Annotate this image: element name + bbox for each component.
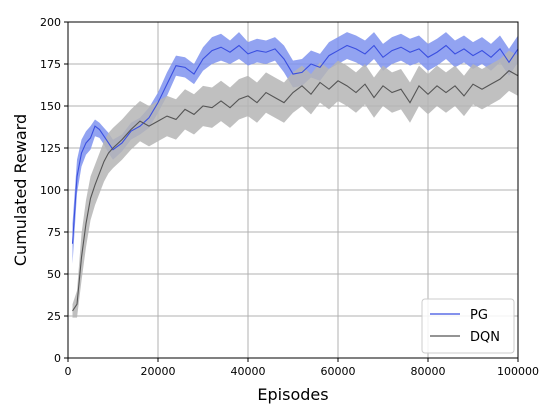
x-axis-title: Episodes xyxy=(257,385,328,404)
x-tick-label: 80000 xyxy=(411,365,446,378)
y-tick-label: 200 xyxy=(40,16,61,29)
legend-box xyxy=(421,298,515,354)
pg-line xyxy=(71,44,519,244)
y-tick-label: 175 xyxy=(40,58,61,71)
y-tick-label: 75 xyxy=(47,226,61,239)
y-tick-label: 125 xyxy=(40,142,61,155)
y-axis-ticks: 0 25 50 75 100 125 150 175 200 xyxy=(40,16,68,365)
y-tick-label: 25 xyxy=(47,310,61,323)
x-tick-label: 20000 xyxy=(141,365,176,378)
legend-label-dqn: DQN xyxy=(470,330,500,345)
x-tick-label: 60000 xyxy=(321,365,356,378)
dqn-line xyxy=(72,70,519,312)
x-tick-label: 40000 xyxy=(231,365,266,378)
y-tick-label: 50 xyxy=(47,268,61,281)
x-tick-label: 0 xyxy=(65,365,72,378)
y-tick-label: 100 xyxy=(40,184,61,197)
y-tick-label: 0 xyxy=(54,352,61,365)
dqn-band xyxy=(72,50,518,318)
legend-label-pg: PG xyxy=(470,308,488,323)
series-lines xyxy=(71,44,519,312)
legend: PG DQN xyxy=(421,298,515,354)
y-axis-title: Cumulated Reward xyxy=(11,114,30,266)
y-tick-label: 150 xyxy=(40,100,61,113)
x-tick-label: 100000 xyxy=(497,365,539,378)
x-axis-ticks: 0 20000 40000 60000 80000 100000 xyxy=(65,358,539,378)
